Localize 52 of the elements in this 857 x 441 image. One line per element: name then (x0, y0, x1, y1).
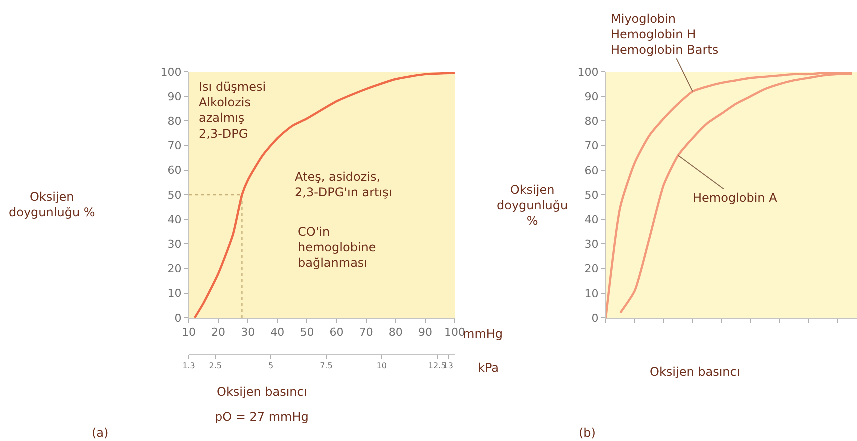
y-tick-label: 80 (584, 115, 599, 128)
y-tick-label: 0 (592, 312, 599, 325)
text: mmHg (463, 327, 504, 341)
x2-tick-label: 7.5 (320, 362, 333, 371)
x-axis-title: Oksijen basıncı (650, 365, 740, 379)
x-tick-label: 30 (241, 326, 256, 340)
y-tick-label: 80 (168, 115, 182, 128)
y-tick-label: 90 (168, 90, 182, 104)
x2-tick-label: 2.5 (209, 362, 222, 371)
x2-tick-label: 1.3 (182, 362, 196, 371)
text: kPa (478, 361, 499, 375)
x2-tick-label: 10 (376, 362, 387, 371)
y-tick-label: 10 (168, 287, 182, 300)
y-tick-label: 20 (584, 262, 599, 276)
y-tick-label: 90 (584, 90, 599, 104)
text: pO = 27 mmHg (215, 410, 309, 424)
y-tick-label: 30 (168, 238, 182, 252)
y-tick-label: 40 (584, 213, 599, 226)
text: Hemoglobin A (693, 191, 778, 205)
x-tick-label: 50 (300, 326, 314, 340)
x-tick-label: 80 (388, 326, 403, 340)
y-tick-label: 70 (168, 140, 182, 153)
y-axis-title: Oksijen doygunluğu % (9, 190, 96, 220)
annotation: Ateş, asidozis, 2,3-DPG'ın artışı (295, 170, 392, 200)
x-tick-label: 60 (330, 326, 344, 340)
y-tick-label: 10 (584, 287, 599, 300)
y-axis-title: Oksijen doygunluğu % (497, 183, 568, 228)
text: (b) (579, 426, 596, 440)
text: (a) (92, 426, 109, 440)
line-series (194, 72, 455, 318)
y-tick-label: 20 (168, 262, 182, 276)
text: Miyoglobin Hemoglobin H Hemoglobin Barts (611, 12, 719, 58)
y-tick-label: 60 (584, 164, 599, 178)
x-tick-label: 70 (359, 326, 374, 340)
x-tick-label: 40 (270, 326, 285, 340)
y-tick-label: 40 (168, 213, 182, 226)
x-tick-label: 20 (212, 326, 226, 340)
x-tick-label: 10 (182, 326, 196, 340)
y-tick-label: 0 (174, 312, 182, 325)
y-tick-label: 50 (584, 188, 599, 202)
y-tick-label: 50 (168, 188, 182, 202)
x-tick-label: 100 (444, 326, 466, 340)
y-tick-label: 100 (160, 66, 182, 79)
annotation: CO'in hemoglobine bağlanması (298, 225, 376, 270)
x-tick-label: 90 (418, 326, 432, 340)
x2-tick-label: 5 (268, 362, 274, 371)
y-tick-label: 60 (168, 164, 182, 178)
y-tick-label: 100 (578, 66, 599, 79)
x-axis-title: Oksijen basıncı (217, 385, 308, 399)
annotation: Isı düşmesi Alkolozis azalmış 2,3-DPG (199, 80, 266, 141)
y-tick-label: 30 (584, 238, 599, 252)
y-tick-label: 70 (584, 140, 599, 153)
